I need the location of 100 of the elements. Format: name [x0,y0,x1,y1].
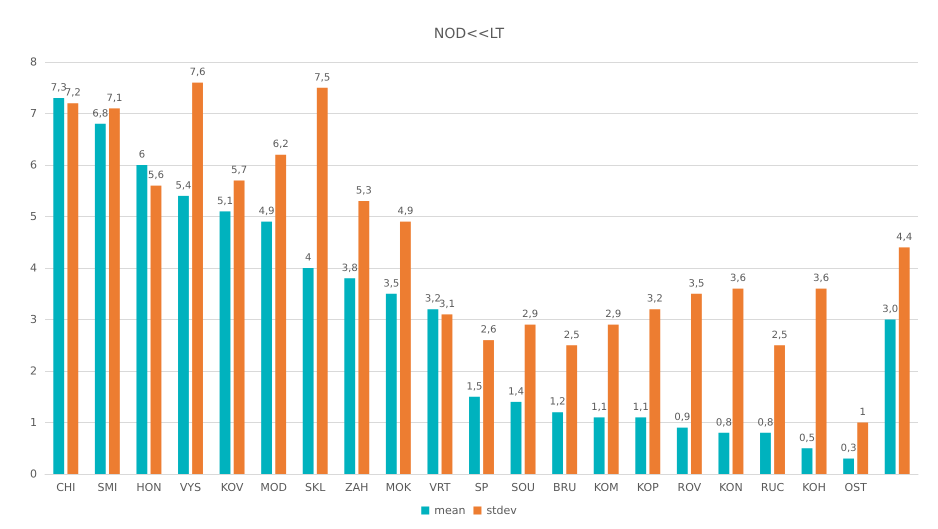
data-label: 3,2 [646,294,663,305]
y-tick-label: 0 [30,468,37,480]
y-tick-label: 4 [30,262,37,274]
bar [884,320,896,474]
data-label: 4,4 [896,232,912,243]
x-tick-label: MOK [386,481,412,494]
data-label: 2,6 [480,324,496,336]
x-tick-label: VYS [180,481,202,494]
bar [234,180,245,474]
bar [802,448,812,474]
data-label: 1,4 [508,386,524,398]
data-label: 3,5 [383,278,400,290]
x-tick-label: SKL [305,481,326,494]
bar [843,458,854,474]
x-tick-label: SOU [511,481,535,494]
bar [857,422,868,474]
data-label: 2,5 [564,330,580,341]
chart-title: NOD<<LT [434,26,505,42]
data-label: 0,5 [799,432,815,444]
x-tick-label: CHI [56,481,76,494]
data-label: 4 [304,252,312,264]
data-label: 0,8 [716,417,732,428]
data-label: 0,9 [674,412,690,424]
x-tick-label: MOD [260,481,287,494]
bar [608,324,619,474]
y-tick-label: 5 [30,210,37,223]
data-label: 0,8 [758,417,774,428]
data-label: 2,5 [772,330,788,341]
bar [53,98,64,474]
data-label: 0,3 [840,443,857,454]
bar [136,165,148,474]
x-tick-label: ROV [678,481,702,494]
data-label: 5,3 [356,186,372,197]
data-label: 2,9 [605,309,622,320]
bar [718,432,730,474]
x-tick-label: KOP [636,481,660,494]
data-label: 2,9 [522,309,538,320]
bar [150,186,162,474]
y-tick-label: 7 [30,107,37,120]
data-label: 6,8 [92,108,108,120]
bar [386,294,397,474]
bar [316,88,328,474]
data-label: 1 [860,407,866,418]
bar [358,201,370,474]
bar [483,340,494,474]
data-label: 7,5 [314,72,330,84]
x-tick-label: RUC [760,481,785,494]
x-tick-label: VRT [429,481,451,494]
bar [442,314,452,474]
data-label: 7,1 [106,92,122,104]
data-label: 1,2 [550,396,566,408]
bar [302,268,314,474]
bar [469,396,480,474]
data-label: 7,2 [64,88,81,99]
bar [898,247,910,474]
data-label: 3,8 [342,262,358,274]
bar [275,154,286,474]
x-tick-label: ZAH [345,481,368,494]
data-label: 5,4 [176,180,192,192]
data-label: 6 [138,150,146,160]
data-label: 5,6 [148,170,164,182]
x-tick-label: SP [474,481,489,494]
bar [760,432,771,474]
y-tick-label: 3 [30,313,37,326]
bar [566,345,578,474]
bar [67,103,78,474]
bar [732,288,744,474]
data-label: 1,1 [591,402,608,413]
bar [510,402,522,474]
data-label: 4,9 [258,206,275,218]
x-tick-label: KON [719,481,743,494]
bar [108,108,120,474]
data-label: 3,6 [813,273,830,284]
data-label: 6,2 [272,139,289,150]
x-tick-label: HON [136,481,162,494]
legend-label: stdev [486,504,518,517]
y-tick-label: 8 [30,56,37,68]
legend-label: mean [434,504,466,517]
data-label: 7,3 [50,82,67,94]
y-tick-label: 1 [30,416,37,429]
bar [676,428,688,474]
x-tick-label: KOM [594,481,619,494]
data-label: 4,9 [397,206,414,218]
data-label: 3,2 [424,294,441,305]
bar [594,417,605,474]
bar [690,294,702,474]
data-label: 1,1 [632,402,649,413]
bar [635,417,646,474]
data-label: 3,5 [688,278,704,290]
x-tick-label: KOV [220,481,244,494]
bar [94,124,106,474]
bar [427,309,438,474]
data-label: 1,5 [466,381,482,392]
bar [400,222,411,474]
x-tick-label: KOH [802,481,826,494]
bar [192,82,203,474]
bar [816,288,827,474]
bar [524,324,536,474]
data-label: 3,0 [882,304,898,315]
data-label: 3,1 [439,298,455,310]
